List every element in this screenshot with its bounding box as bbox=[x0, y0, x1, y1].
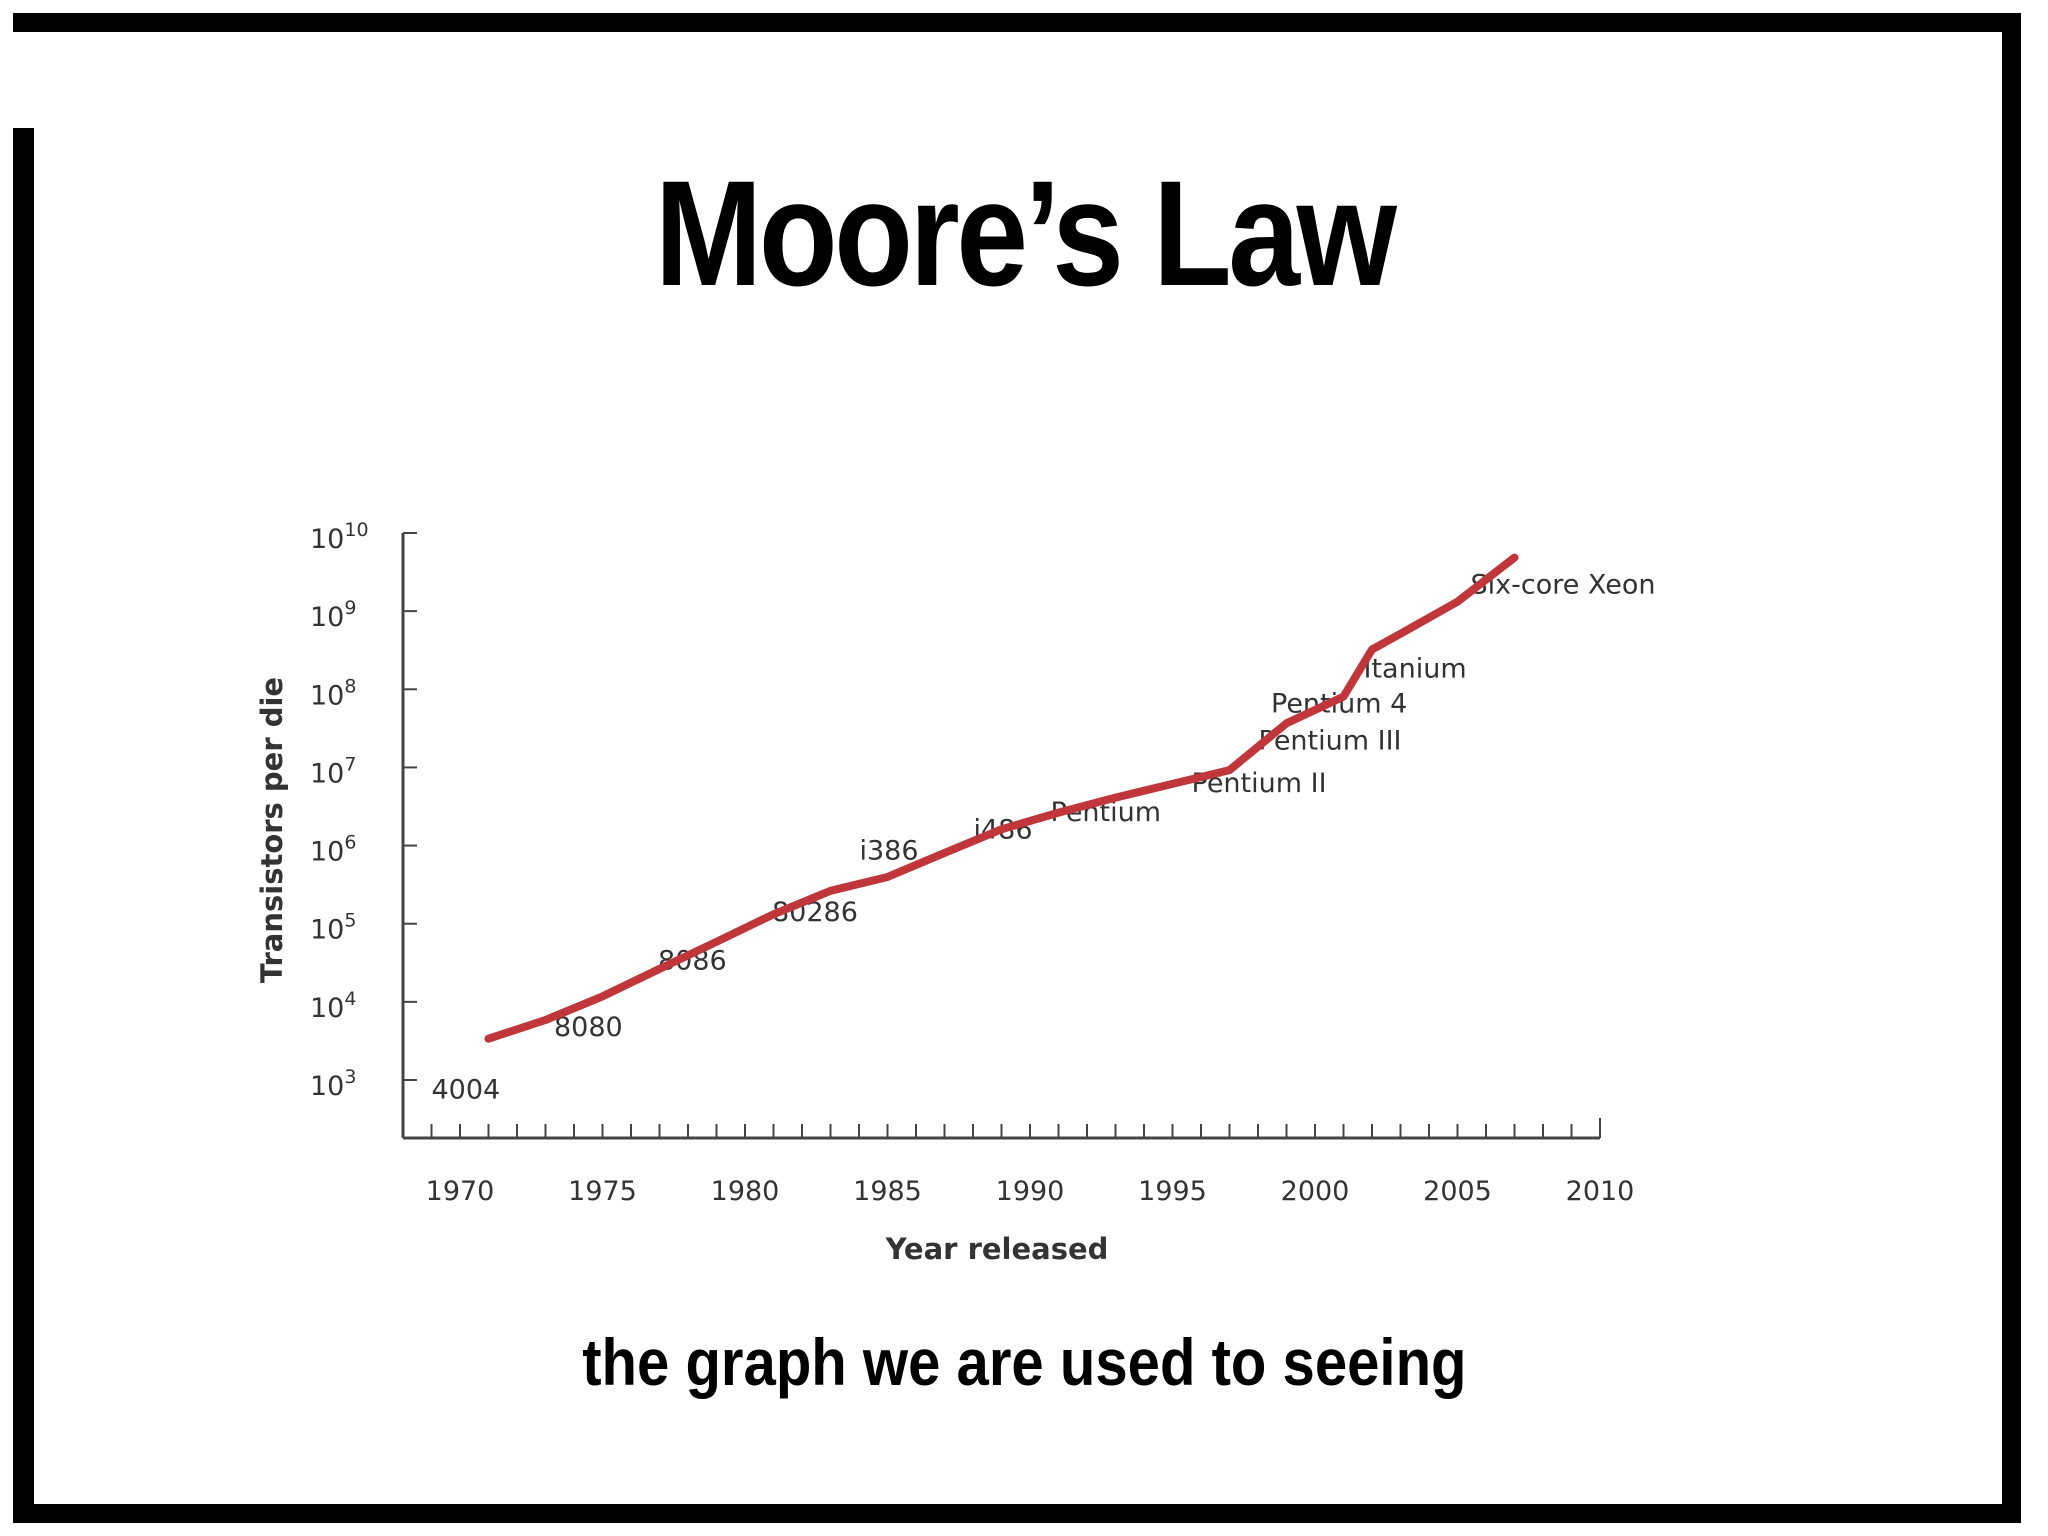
data-label: 8080 bbox=[554, 1012, 623, 1043]
data-label: 4004 bbox=[432, 1075, 501, 1106]
y-axis-title: Transistors per die bbox=[255, 677, 289, 983]
data-label: Itanium bbox=[1364, 654, 1467, 685]
chart-axes: 103 104 105 106 107 108 109 1010 1970 1975 1980 198… bbox=[310, 519, 1634, 1207]
x-tick-label: 1975 bbox=[568, 1176, 637, 1207]
data-label: Pentium 4 bbox=[1271, 689, 1407, 720]
data-label: i386 bbox=[860, 835, 919, 866]
y-tick-label: 109 bbox=[310, 597, 356, 633]
x-tick-label: 2010 bbox=[1566, 1176, 1635, 1207]
slide-frame-top bbox=[13, 13, 2021, 32]
y-tick-label: 105 bbox=[310, 910, 356, 946]
x-tick-label: 1995 bbox=[1138, 1176, 1207, 1207]
slide-frame-bottom bbox=[13, 1504, 2021, 1523]
y-tick-label: 1010 bbox=[310, 519, 369, 555]
x-axis-title: Year released bbox=[885, 1232, 1109, 1266]
x-tick-label: 1990 bbox=[996, 1176, 1065, 1207]
slide-subtitle: the graph we are used to seeing bbox=[582, 1325, 1467, 1399]
x-tick-label: 1970 bbox=[426, 1176, 495, 1207]
series-line-transistors bbox=[484, 553, 1519, 1043]
slide-frame-left bbox=[13, 128, 34, 1523]
y-tick-label: 104 bbox=[310, 988, 356, 1024]
data-label: Six-core Xeon bbox=[1471, 569, 1656, 600]
x-tick-label: 2005 bbox=[1423, 1176, 1492, 1207]
y-tick-label: 106 bbox=[310, 832, 356, 868]
y-tick-label: 107 bbox=[310, 753, 356, 789]
x-tick-label: 1985 bbox=[853, 1176, 922, 1207]
slide-title: Moore’s Law bbox=[654, 149, 1397, 317]
y-tick-label: 108 bbox=[310, 675, 356, 711]
x-tick-label: 2000 bbox=[1281, 1176, 1350, 1207]
y-tick-label: 103 bbox=[310, 1066, 356, 1102]
chart-annotations: 40048080808680286i386i486PentiumPentium … bbox=[432, 569, 1656, 1105]
x-tick-label: 1980 bbox=[711, 1176, 780, 1207]
slide-frame-right bbox=[2002, 13, 2021, 1523]
